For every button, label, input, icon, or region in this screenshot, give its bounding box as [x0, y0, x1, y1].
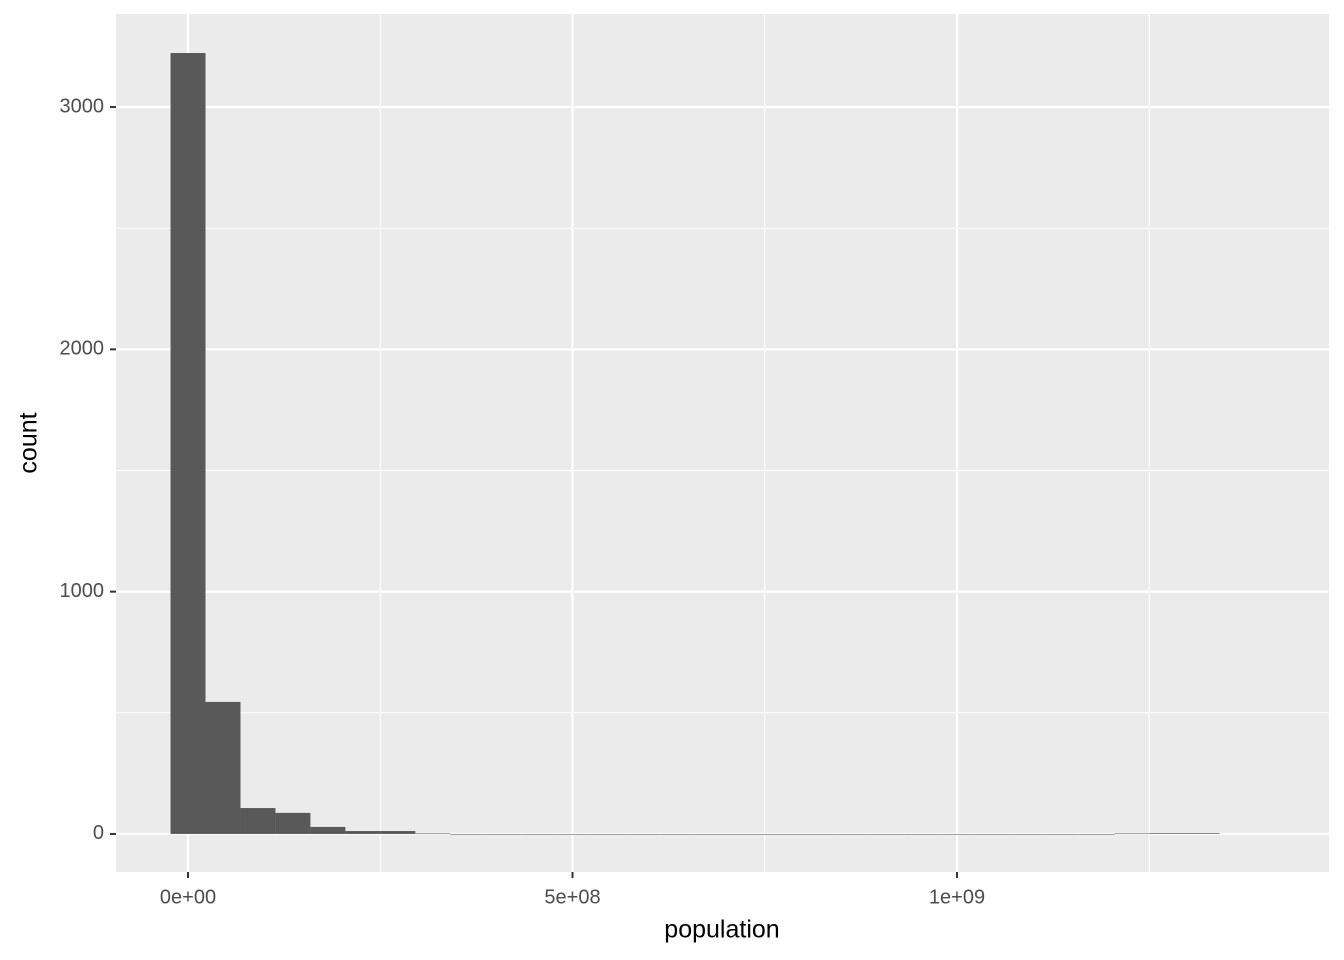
panel — [116, 14, 1329, 872]
bar — [764, 833, 800, 835]
y-tick-label: 3000 — [60, 95, 105, 117]
bar — [205, 701, 241, 834]
bar — [834, 833, 870, 835]
bar — [939, 833, 975, 835]
bar — [240, 808, 276, 834]
x-axis-title: population — [664, 916, 779, 944]
bar — [869, 833, 905, 835]
bar — [660, 833, 696, 835]
bar — [310, 826, 346, 834]
y-tick-label: 2000 — [60, 338, 105, 360]
bar — [1149, 833, 1185, 834]
bar — [695, 833, 731, 835]
bar — [450, 833, 486, 835]
bar — [590, 833, 626, 835]
bar — [520, 833, 556, 835]
bar — [555, 833, 591, 835]
y-tick-label: 1000 — [60, 580, 105, 602]
bar — [1044, 833, 1080, 835]
x-tick-label: 0e+00 — [160, 886, 216, 908]
bar — [415, 833, 451, 835]
y-axis-title: count — [15, 412, 43, 473]
bar — [380, 831, 416, 834]
bar — [625, 833, 661, 835]
bar — [730, 833, 765, 835]
bar — [170, 53, 206, 834]
y-tick-label: 0 — [93, 822, 104, 844]
bar — [974, 833, 1010, 835]
bar — [1009, 833, 1045, 835]
x-tick-label: 1e+09 — [929, 886, 985, 908]
bar — [485, 833, 521, 835]
bar — [904, 833, 940, 835]
bar — [1079, 833, 1115, 835]
bar — [345, 831, 381, 834]
bar — [1184, 833, 1220, 834]
x-tick-label: 5e+08 — [544, 886, 600, 908]
bar — [275, 812, 311, 834]
bar — [1114, 833, 1150, 835]
bar — [799, 833, 835, 835]
